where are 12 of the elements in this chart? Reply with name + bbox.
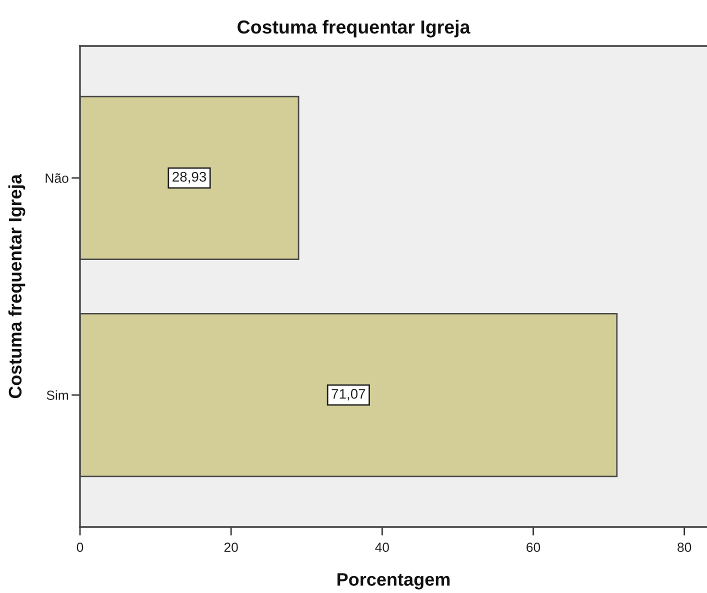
x-tick-label: 60	[526, 542, 540, 552]
x-axis-title: Porcentagem	[338, 573, 450, 590]
chart-title: Costuma frequentar Igreja	[238, 20, 470, 38]
y-tick-label: Sim	[46, 390, 68, 400]
x-tick-label: 20	[224, 542, 238, 552]
x-tick-label: 40	[375, 542, 389, 552]
x-tick-label: 80	[678, 542, 692, 552]
y-tick-label: Não	[46, 173, 68, 183]
x-tick-label: 0	[76, 542, 84, 552]
data-label: 71,07	[332, 388, 366, 400]
y-axis-title: Costuma frequentar Igreja	[8, 174, 26, 398]
data-label: 28,93	[172, 172, 206, 184]
